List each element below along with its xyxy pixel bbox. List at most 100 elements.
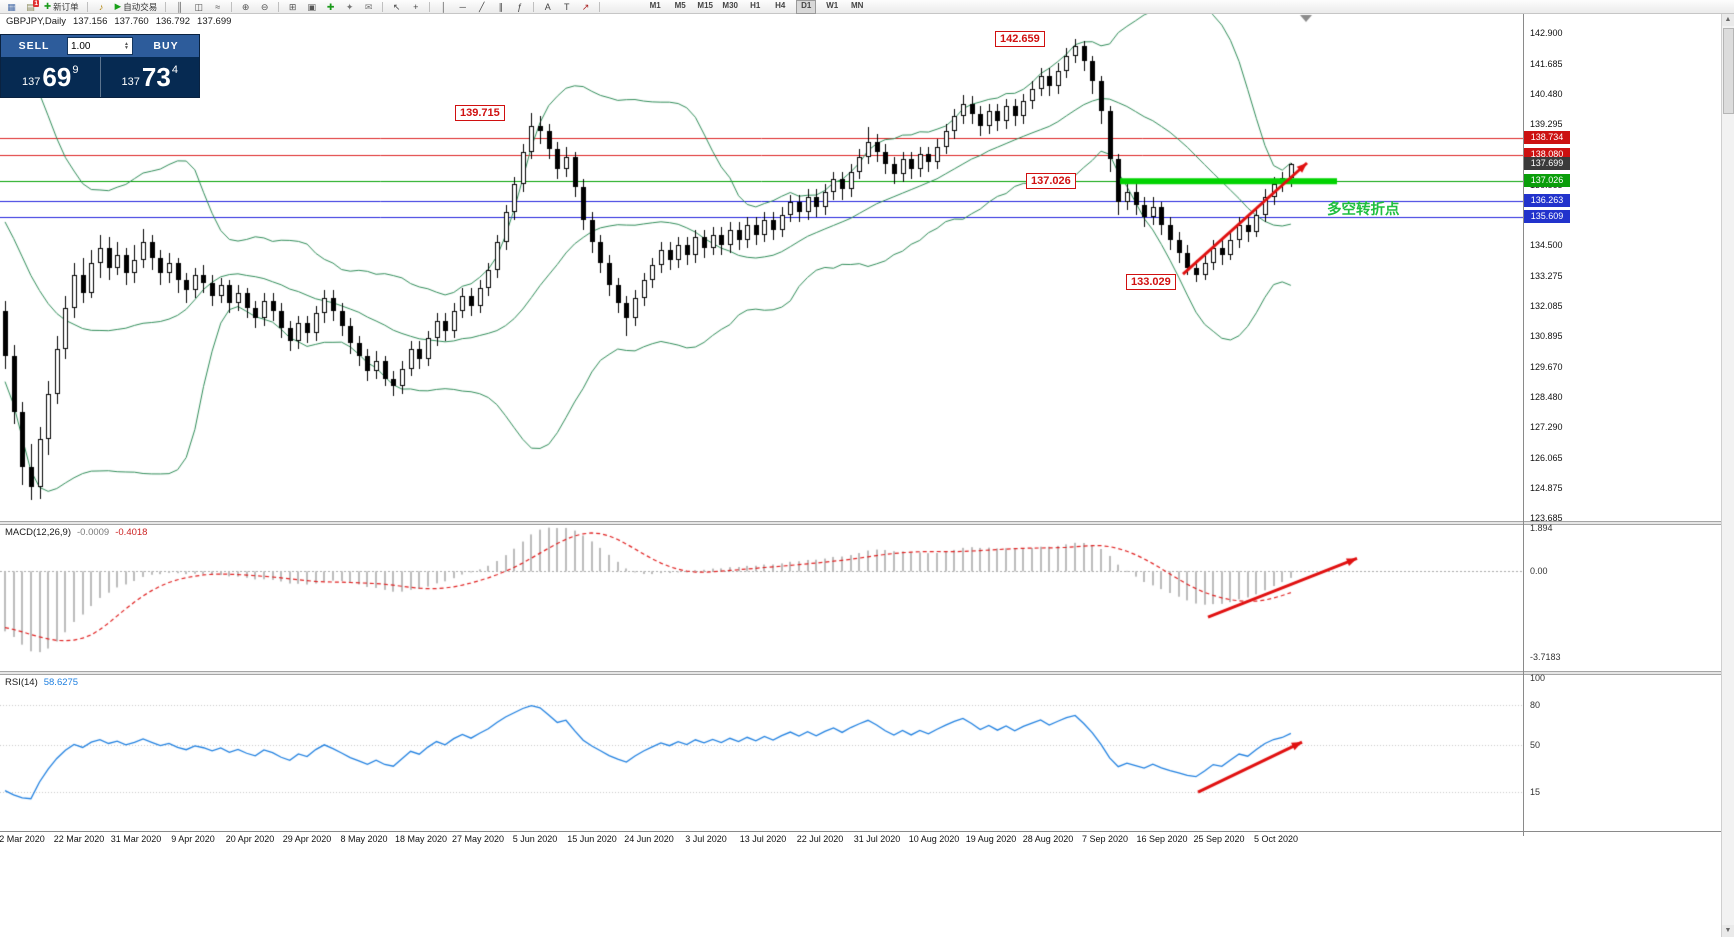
price-scale-label: 142.900 xyxy=(1530,28,1563,38)
price-scale-label: 129.670 xyxy=(1530,361,1563,372)
sell-price-main: 69 xyxy=(42,62,72,92)
price-annotation[interactable]: 133.029 xyxy=(1126,274,1176,291)
price-line-tag: 137.026 xyxy=(1524,174,1570,188)
price-scale-label: 134.500 xyxy=(1530,240,1563,251)
scrollbar-up-icon[interactable]: ▲ xyxy=(1722,14,1734,26)
date-label: 31 Jul 2020 xyxy=(853,834,901,844)
price-scale-label: 126.065 xyxy=(1530,452,1563,463)
scrollbar-thumb[interactable] xyxy=(1723,28,1734,114)
price-scale-label: 133.275 xyxy=(1530,270,1563,281)
price-axis-separator xyxy=(1523,14,1524,836)
profiles-icon[interactable]: ▤ 1 xyxy=(26,0,39,12)
timeframe-m15[interactable]: M15 xyxy=(697,0,713,10)
buy-price-prefix: 137 xyxy=(121,76,140,88)
date-label: 5 Oct 2020 xyxy=(1253,834,1299,844)
price-annotation[interactable]: 137.026 xyxy=(1026,173,1076,190)
tile-windows-icon[interactable]: ⊞ xyxy=(288,1,297,12)
date-label: 15 Jun 2020 xyxy=(567,834,617,844)
zoom-in-icon[interactable]: ⊕ xyxy=(241,1,250,12)
date-label: 22 Mar 2020 xyxy=(53,834,105,844)
turning-point-note[interactable]: 多空转折点 xyxy=(1327,202,1400,219)
panel-separator-macd[interactable] xyxy=(0,521,1734,525)
vertical-scrollbar[interactable]: ▲ ▼ xyxy=(1721,14,1734,937)
price-axis[interactable]: 142.900141.685140.480139.295138.080136.8… xyxy=(1524,14,1722,854)
one-click-trading-panel: SELL 1.00 ▲ ▼ BUY 137 69 9 137 73 4 xyxy=(0,34,200,98)
volume-value: 1.00 xyxy=(71,40,91,52)
timeframe-mn[interactable]: MN xyxy=(850,0,864,10)
horizontal-line-icon[interactable]: ─ xyxy=(459,1,466,12)
cascade-windows-icon[interactable]: ▣ xyxy=(307,1,316,12)
crosshair-icon[interactable]: + xyxy=(413,1,419,12)
timeframe-w1[interactable]: W1 xyxy=(826,0,839,10)
date-label: 18 May 2020 xyxy=(394,834,448,844)
channel-icon[interactable]: ∥ xyxy=(498,1,503,12)
chart-canvas[interactable] xyxy=(0,0,1523,831)
price-scale-label: 130.895 xyxy=(1530,331,1563,341)
trendline-icon[interactable]: ╱ xyxy=(478,1,485,12)
toolbar-separator xyxy=(86,1,88,12)
date-label: 5 Jun 2020 xyxy=(512,834,558,844)
chart-ohlc-readout: GBPJPY,Daily 137.156 137.760 136.792 137.699 xyxy=(6,16,238,27)
text-icon[interactable]: A xyxy=(544,1,551,12)
vertical-line-icon[interactable]: │ xyxy=(440,1,447,12)
rsi-title: RSI(14) xyxy=(5,677,38,688)
new-order-button[interactable]: ✚ 新订单 xyxy=(40,1,83,13)
sell-price-button[interactable]: 137 69 9 xyxy=(1,57,101,97)
price-annotation[interactable]: 142.659 xyxy=(995,31,1045,48)
price-line-tag: 135.609 xyxy=(1524,210,1570,224)
cycle-icon[interactable]: ✦ xyxy=(345,1,354,12)
price-scale-label: 141.685 xyxy=(1530,58,1563,69)
sell-button[interactable]: SELL xyxy=(18,40,50,52)
ohlc-high: 137.760 xyxy=(114,16,149,27)
arrow-tool-icon[interactable]: ↗ xyxy=(581,1,590,12)
volume-spinner[interactable]: ▲ ▼ xyxy=(124,40,129,51)
time-axis[interactable]: 2 Mar 2020 22 Mar 2020 31 Mar 2020 9 Apr 20… xyxy=(0,834,1523,848)
scrollbar-down-icon[interactable]: ▼ xyxy=(1722,925,1734,937)
volume-input[interactable]: 1.00 ▲ ▼ xyxy=(67,37,133,55)
panel-separator-rsi[interactable] xyxy=(0,671,1734,675)
timeframe-h1[interactable]: H1 xyxy=(750,0,761,10)
date-label: 19 Aug 2020 xyxy=(965,834,1017,844)
toolbar-separator xyxy=(533,1,535,12)
autotrading-button[interactable]: ▶ 自动交易 xyxy=(111,1,162,13)
cursor-icon[interactable]: ↖ xyxy=(392,1,401,12)
mailbox-icon[interactable]: ✉ xyxy=(364,1,373,12)
date-label: 3 Jul 2020 xyxy=(685,834,727,844)
date-label: 7 Sep 2020 xyxy=(1081,834,1129,844)
buy-price-button[interactable]: 137 73 4 xyxy=(101,57,200,97)
price-annotation[interactable]: 139.715 xyxy=(455,105,505,122)
autotrading-button-label: 自动交易 xyxy=(123,1,158,12)
label-icon[interactable]: T xyxy=(563,1,570,12)
timeframe-m1[interactable]: M1 xyxy=(649,0,661,10)
timeframe-m5[interactable]: M5 xyxy=(674,0,686,10)
timeframe-group: M1 M5 M15 M30 H1 H4 D1 W1 MN xyxy=(646,0,866,14)
buy-button[interactable]: BUY xyxy=(153,40,179,52)
indicators-icon[interactable]: ✚ xyxy=(326,1,335,12)
macd-signal-value: -0.4018 xyxy=(115,527,148,538)
volume-up-icon[interactable]: ▲ xyxy=(124,40,129,47)
date-label: 10 Aug 2020 xyxy=(908,834,960,844)
price-scale-label: 139.295 xyxy=(1530,118,1563,129)
timeframe-h4[interactable]: H4 xyxy=(775,0,786,10)
toolbar-separator xyxy=(231,1,233,12)
ohlc-open: 137.156 xyxy=(73,16,108,27)
new-order-button-label: 新订单 xyxy=(53,1,79,12)
volume-down-icon[interactable]: ▼ xyxy=(124,45,129,51)
chart-symbol-period: GBPJPY,Daily xyxy=(6,16,67,27)
timeframe-m30[interactable]: M30 xyxy=(722,0,738,10)
timeframe-d1[interactable]: D1 xyxy=(796,0,817,14)
date-label: 20 Apr 2020 xyxy=(225,834,275,844)
date-label: 25 Sep 2020 xyxy=(1193,834,1245,844)
new-chart-icon[interactable]: ▦ xyxy=(7,1,16,12)
line-chart-icon[interactable]: ≈ xyxy=(215,1,221,12)
sound-icon[interactable]: ♪ xyxy=(98,1,104,12)
macd-scale-label: -3.7183 xyxy=(1530,652,1561,663)
buy-price-main: 73 xyxy=(141,62,171,92)
candlestick-chart-icon[interactable]: ◫ xyxy=(194,1,203,12)
date-label: 16 Sep 2020 xyxy=(1136,834,1188,844)
bars-chart-icon[interactable]: ║ xyxy=(176,1,183,12)
fibonacci-icon[interactable]: ƒ xyxy=(517,1,523,12)
date-label: 8 May 2020 xyxy=(340,834,388,844)
zoom-out-icon[interactable]: ⊖ xyxy=(260,1,269,12)
